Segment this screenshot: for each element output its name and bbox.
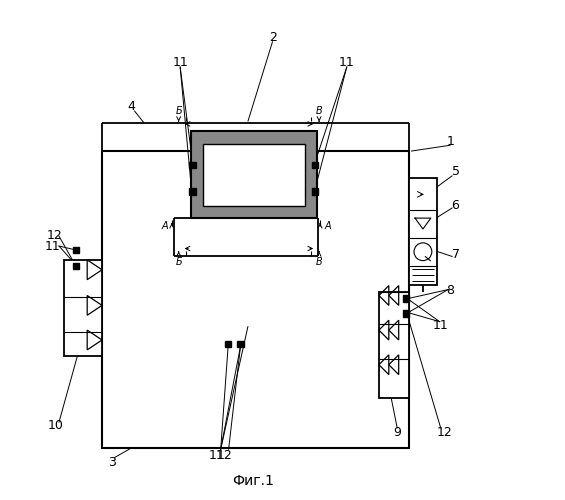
Text: 11: 11 [209, 448, 225, 462]
Bar [403, 310, 409, 316]
Text: Б: Б [175, 106, 182, 116]
Text: А: А [161, 222, 168, 232]
Bar [189, 162, 195, 168]
Text: Фиг.1: Фиг.1 [232, 474, 274, 488]
Text: 6: 6 [451, 199, 459, 212]
Bar [237, 340, 244, 347]
Text: 12: 12 [46, 228, 62, 241]
Bar [102, 151, 408, 448]
Bar [73, 247, 79, 253]
Bar [312, 188, 318, 195]
Text: 12: 12 [437, 426, 453, 440]
Text: 1: 1 [447, 134, 455, 147]
Bar [191, 132, 317, 218]
Text: А: А [324, 222, 331, 232]
Text: В: В [316, 106, 323, 116]
Text: 10: 10 [48, 419, 64, 432]
Text: 8: 8 [446, 284, 455, 297]
Bar [403, 295, 409, 302]
Text: 11: 11 [172, 56, 188, 68]
Text: 4: 4 [128, 100, 136, 113]
Text: 3: 3 [108, 456, 116, 469]
Text: 7: 7 [451, 248, 459, 262]
Bar [379, 292, 408, 399]
Text: 11: 11 [45, 240, 60, 252]
Text: 12: 12 [217, 448, 233, 462]
Bar [203, 144, 305, 206]
Text: 9: 9 [393, 426, 401, 440]
Text: 11: 11 [339, 56, 355, 68]
Text: Б: Б [175, 258, 182, 268]
Text: 2: 2 [269, 31, 276, 44]
Text: 11: 11 [433, 318, 449, 332]
Bar [73, 262, 79, 269]
Bar [225, 340, 231, 347]
Bar [312, 162, 318, 168]
Bar [408, 178, 437, 284]
Text: 5: 5 [451, 166, 459, 178]
Bar [64, 260, 102, 356]
Bar [189, 188, 195, 195]
Text: В: В [316, 258, 323, 268]
